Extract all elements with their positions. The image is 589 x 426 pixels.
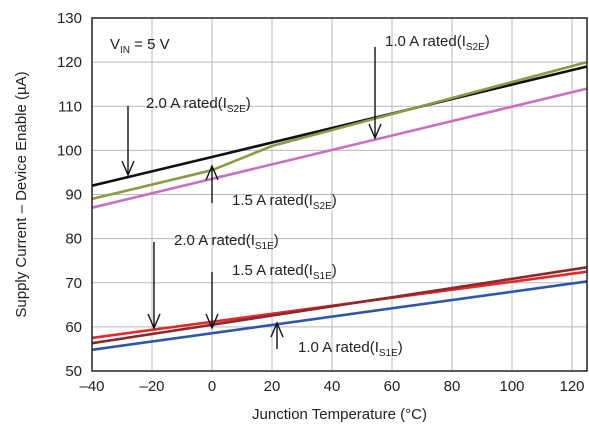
y-tick-label: 50 [65,363,82,380]
x-axis-title: Junction Temperature (°C) [252,406,427,423]
condition-label: VIN = 5 V [110,36,170,56]
series-lines [91,60,588,352]
x-tick-label: 60 [384,378,401,395]
x-tick-label: 20 [264,378,281,395]
annotation-5: 1.5 A rated(IS1E) [205,262,337,330]
series-line-2 [91,60,588,201]
annotation-label: 1.0 A rated(IS2E) [385,33,490,53]
y-tick-label: 60 [65,319,82,336]
x-tick-label: –20 [139,378,164,395]
y-tick-label: 100 [57,142,82,159]
x-tick-labels: –40 –20 0 20 40 60 80 100 120 [79,378,584,395]
series-line-5 [91,266,588,345]
annotation-label: 2.0 A rated(IS2E) [146,95,251,115]
x-tick-label: 0 [208,378,216,395]
annotation-label: 1.5 A rated(IS1E) [232,262,337,282]
y-tick-label: 130 [57,10,82,27]
annotation-6: 1.0 A rated(IS1E) [270,321,403,359]
annotation-arrow-head [368,123,382,140]
annotation-3: 1.5 A rated(IS2E) [205,164,337,212]
x-tick-label: 120 [559,378,584,395]
annotation-2: 2.0 A rated(IS2E) [121,95,251,177]
annotation-arrow-head [205,164,219,181]
plot-frame [91,17,588,372]
annotation-arrow-head [270,321,284,338]
series-line-6 [91,280,588,352]
y-axis-title: Supply Current – Device Enable (µA) [13,71,30,317]
x-tick-label: 100 [499,378,524,395]
x-tick-label: 40 [324,378,341,395]
y-tick-labels: 50 60 70 80 90 100 110 120 130 [57,10,82,380]
series-line-3 [91,87,588,209]
x-tick-label: 80 [444,378,461,395]
annotation-arrow-head [121,160,135,177]
x-tick-label: –40 [79,378,104,395]
annotations: 1.0 A rated(IS2E) 2.0 A rated(IS2E) 1.5 A … [121,33,490,359]
annotation-label: 1.0 A rated(IS1E) [298,339,403,359]
annotation-arrow-head [147,313,161,330]
annotation-4: 2.0 A rated(IS1E) [147,232,279,330]
y-tick-label: 90 [65,187,82,204]
y-tick-label: 110 [58,98,82,115]
y-tick-label: 70 [65,275,82,292]
annotation-arrow-head [205,313,219,330]
y-tick-label: 120 [57,54,82,71]
annotation-label: 1.5 A rated(IS2E) [232,192,337,212]
annotation-1: 1.0 A rated(IS2E) [368,33,490,140]
y-tick-label: 80 [65,231,82,248]
annotation-label: 2.0 A rated(IS1E) [174,232,279,252]
